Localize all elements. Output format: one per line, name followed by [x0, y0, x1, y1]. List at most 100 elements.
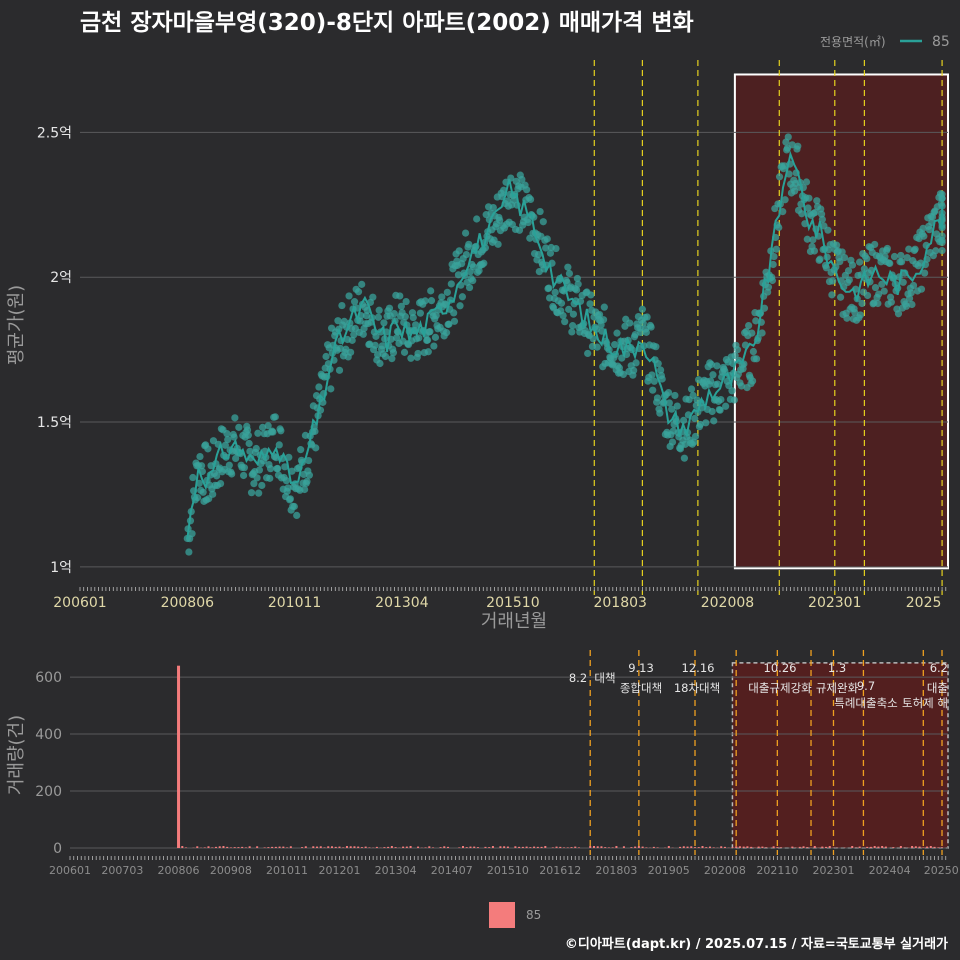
price-point — [858, 299, 866, 308]
volume-bar — [551, 847, 554, 848]
price-point — [691, 414, 699, 423]
volume-bar — [263, 847, 266, 848]
price-point — [494, 240, 502, 248]
price-point — [899, 278, 907, 286]
price-point — [668, 438, 677, 446]
price-point — [652, 343, 660, 351]
price-point — [775, 223, 783, 232]
volume-bar — [342, 847, 345, 848]
volume-x-tick-label: 201612 — [539, 864, 581, 877]
volume-bar — [645, 847, 648, 848]
price-point — [687, 385, 696, 393]
price-point — [639, 319, 647, 327]
price-point — [653, 394, 662, 402]
price-point — [409, 313, 417, 322]
volume-bar — [375, 846, 378, 848]
price-point — [843, 314, 851, 322]
price-point — [305, 471, 313, 479]
price-point — [883, 244, 891, 253]
volume-bar — [750, 846, 753, 848]
x-tick-label: 200601 — [53, 595, 106, 611]
volume-y-tick-label: 0 — [53, 841, 62, 857]
volume-bar — [851, 846, 854, 848]
volume-x-tick-label: 202008 — [704, 864, 746, 877]
price-point — [921, 269, 929, 277]
price-point — [301, 485, 309, 494]
volume-x-tick-label: 201201 — [318, 864, 360, 877]
volume-bar — [780, 847, 783, 848]
volume-bar — [301, 847, 304, 848]
volume-bar — [540, 846, 543, 848]
policy-annotation-text: 규제완화 — [816, 681, 859, 695]
price-point — [266, 474, 274, 482]
price-point — [758, 329, 766, 337]
price-point — [887, 298, 895, 306]
volume-bar — [506, 846, 509, 848]
price-point — [266, 465, 275, 473]
price-point — [680, 454, 689, 462]
volume-bar — [858, 846, 861, 848]
price-point — [197, 462, 206, 470]
price-point — [824, 226, 832, 234]
price-point — [277, 427, 285, 435]
price-point — [350, 331, 358, 339]
volume-bar — [798, 846, 801, 848]
price-point — [690, 438, 698, 446]
price-point — [250, 480, 258, 488]
price-point — [230, 433, 238, 441]
policy-annotation-text: 대책 — [594, 671, 615, 685]
price-point — [833, 241, 841, 249]
price-point — [716, 406, 724, 414]
price-point — [728, 387, 736, 395]
policy-annotation-date: 1.3 — [828, 661, 846, 675]
volume-x-tick-label: 201407 — [431, 864, 473, 877]
price-point — [536, 207, 544, 216]
price-point — [804, 204, 812, 212]
price-point — [631, 330, 639, 339]
price-point — [890, 252, 899, 261]
price-point — [281, 463, 289, 471]
price-point — [863, 255, 871, 263]
price-point — [376, 359, 384, 368]
volume-x-tick-label: 200703 — [101, 864, 143, 877]
price-point — [354, 288, 363, 296]
volume-bar — [461, 846, 464, 848]
volume-bar — [417, 846, 420, 848]
price-point — [871, 240, 879, 249]
price-point — [189, 473, 197, 482]
price-point — [240, 464, 248, 472]
price-point — [788, 141, 796, 149]
price-point — [430, 342, 438, 350]
volume-bar — [211, 847, 214, 848]
price-point — [894, 310, 903, 318]
price-point — [322, 352, 330, 361]
price-point — [772, 245, 780, 253]
price-point — [875, 290, 883, 298]
volume-bar — [544, 846, 547, 848]
volume-bar — [282, 846, 285, 848]
volume-bar — [937, 847, 940, 848]
price-point — [480, 259, 488, 267]
volume-bar — [387, 846, 390, 848]
price-point — [822, 264, 830, 272]
x-axis-label: 거래년월 — [481, 611, 547, 632]
volume-x-tick-label: 201011 — [266, 864, 308, 877]
price-point — [458, 293, 467, 301]
volume-bar — [312, 846, 315, 848]
price-point — [748, 329, 756, 337]
price-line — [186, 150, 944, 540]
volume-bar — [244, 847, 247, 848]
price-point — [811, 208, 819, 217]
price-point — [188, 530, 196, 538]
footer-credit: ©디아파트(dapt.kr) / 2025.07.15 / 자료=국토교통부 실… — [565, 936, 948, 952]
volume-bar — [776, 847, 779, 848]
volume-bar — [690, 846, 693, 848]
price-point — [252, 444, 260, 453]
volume-bar — [323, 847, 326, 848]
price-point — [880, 287, 888, 295]
price-point — [572, 286, 581, 294]
price-point — [844, 267, 853, 275]
price-point — [371, 341, 379, 349]
volume-bar — [731, 847, 734, 848]
price-point — [423, 336, 432, 344]
